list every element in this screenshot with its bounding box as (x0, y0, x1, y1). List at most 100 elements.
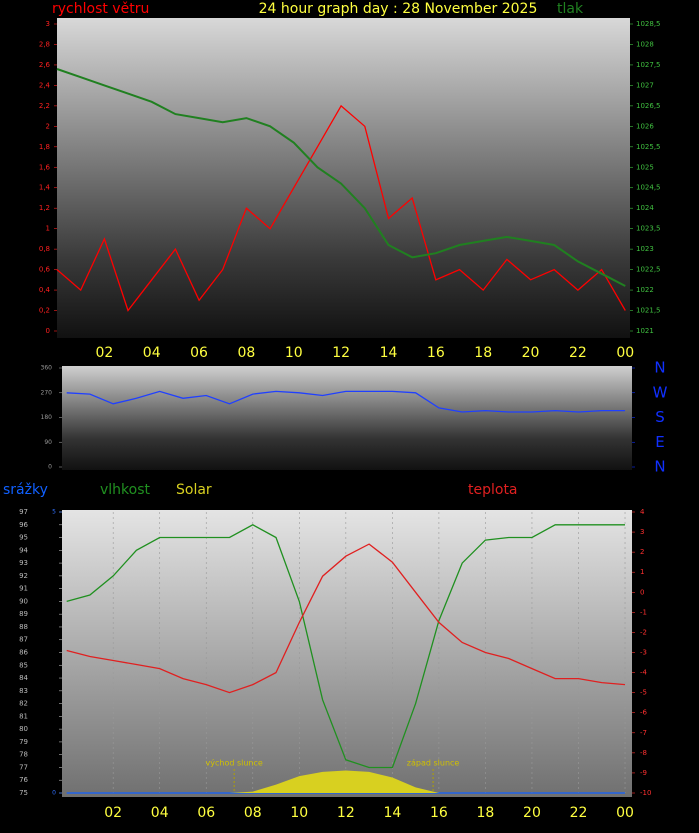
y2-tick-label: 1027 (636, 81, 654, 89)
y-tick-label: 180 (41, 414, 53, 421)
y-tick-label: 96 (19, 521, 28, 529)
line (66, 390, 625, 413)
y-tick-label: 88 (19, 623, 28, 631)
x-tick-label: 02 (104, 805, 122, 821)
plot-background (62, 510, 632, 797)
y2-tick-label: 1026,5 (636, 102, 661, 110)
y2-tick-label: -4 (640, 669, 648, 677)
legend-label: teplota (468, 482, 518, 498)
x-tick-label: 08 (238, 345, 256, 361)
area (66, 770, 625, 793)
x-tick-label: 10 (285, 345, 303, 361)
y2-tick-label: 1027,5 (636, 61, 661, 69)
y-tick-label: 360 (41, 365, 53, 372)
y-tick-label: 90 (44, 439, 52, 446)
annotation-label: východ slunce (206, 759, 263, 768)
y-tick-label: 0,8 (39, 245, 50, 253)
x-tick-label: 06 (197, 805, 215, 821)
y2-tick-label: 4 (640, 508, 645, 516)
legend-label: srážky (3, 482, 48, 498)
x-tick-label: 10 (290, 805, 308, 821)
x-tick-label: 12 (337, 805, 355, 821)
y-tick-label: 1,6 (39, 163, 51, 171)
y2-tick-label: -5 (640, 689, 647, 697)
y-tick-label: 78 (19, 751, 28, 759)
x-tick-label: 18 (477, 805, 495, 821)
y-tick-label: 1,2 (39, 204, 50, 212)
y-tick-label: 97 (19, 508, 28, 516)
plot-background (62, 366, 632, 470)
y-tick-label: 0,6 (39, 266, 51, 274)
line (56, 68, 626, 287)
y2-tick-label: -9 (640, 769, 647, 777)
x-tick-label: 22 (569, 345, 587, 361)
y-tick-label: 1,8 (39, 143, 50, 151)
y-tick-label: 76 (19, 776, 28, 784)
y-tick-label: 80 (19, 725, 28, 733)
chart-title: 24 hour graph day : 28 November 2025 (259, 1, 538, 17)
legend-label: Solar (176, 482, 212, 498)
y2-tick-label: 1025,5 (636, 143, 661, 151)
y2-tick-label: 1023,5 (636, 225, 661, 233)
y-tick-label: 83 (19, 687, 28, 695)
y2-tick-label: 3 (640, 528, 644, 536)
y2-tick-label: 1021 (636, 327, 654, 335)
y3-tick-label: 5 (52, 509, 56, 516)
y-tick-label: 0 (48, 464, 52, 471)
y2-tick-label: 1028,5 (636, 20, 661, 28)
y2-tick-label: E (655, 433, 664, 451)
x-tick-label: 06 (190, 345, 208, 361)
y-tick-label: 82 (19, 700, 28, 708)
y2-tick-label: 1023 (636, 245, 654, 253)
y-tick-label: 270 (41, 389, 53, 396)
legend-label: vlhkost (100, 482, 151, 498)
y-tick-label: 77 (19, 763, 28, 771)
legend-label: tlak (557, 1, 584, 17)
y-tick-label: 85 (19, 661, 28, 669)
y-tick-label: 94 (19, 546, 28, 554)
y2-tick-label: -2 (640, 628, 647, 636)
x-tick-label: 02 (95, 345, 113, 361)
x-tick-label: 20 (522, 345, 540, 361)
y2-tick-label: 1025 (636, 163, 654, 171)
y2-tick-label: 1026 (636, 122, 654, 130)
y2-tick-label: N (654, 458, 665, 476)
y-tick-label: 87 (19, 636, 28, 644)
y-tick-label: 91 (19, 585, 28, 593)
y2-tick-label: 1024 (636, 204, 654, 212)
line (66, 543, 626, 694)
y-tick-label: 86 (19, 649, 28, 657)
y3-tick-label: 0 (52, 790, 56, 797)
x-tick-label: 20 (523, 805, 541, 821)
y2-tick-label: -3 (640, 649, 647, 657)
y-tick-label: 2 (46, 122, 50, 130)
x-tick-label: 22 (570, 805, 588, 821)
y-tick-label: 0,2 (39, 307, 50, 315)
x-tick-label: 00 (616, 345, 634, 361)
y-tick-label: 79 (19, 738, 28, 746)
y2-tick-label: -8 (640, 749, 647, 757)
y2-tick-label: S (655, 408, 665, 426)
y-tick-label: 2,4 (39, 81, 51, 89)
y2-tick-label: 1021,5 (636, 307, 661, 315)
y-tick-label: 93 (19, 559, 28, 567)
y2-tick-label: -1 (640, 608, 647, 616)
y-tick-label: 0 (46, 327, 50, 335)
y-tick-label: 90 (19, 597, 28, 605)
y2-tick-label: 1 (640, 568, 644, 576)
line (66, 524, 625, 769)
x-tick-label: 12 (332, 345, 350, 361)
x-tick-label: 14 (383, 805, 401, 821)
x-tick-label: 04 (143, 345, 161, 361)
y-tick-label: 84 (19, 674, 28, 682)
y-tick-label: 75 (19, 789, 28, 797)
y2-tick-label: 1022,5 (636, 266, 661, 274)
x-tick-label: 04 (151, 805, 169, 821)
y-tick-label: 1 (46, 225, 50, 233)
x-tick-label: 16 (427, 345, 445, 361)
y2-tick-label: 1022 (636, 286, 654, 294)
y2-tick-label: -10 (640, 789, 651, 797)
y-tick-label: 0,4 (39, 286, 51, 294)
x-tick-label: 16 (430, 805, 448, 821)
